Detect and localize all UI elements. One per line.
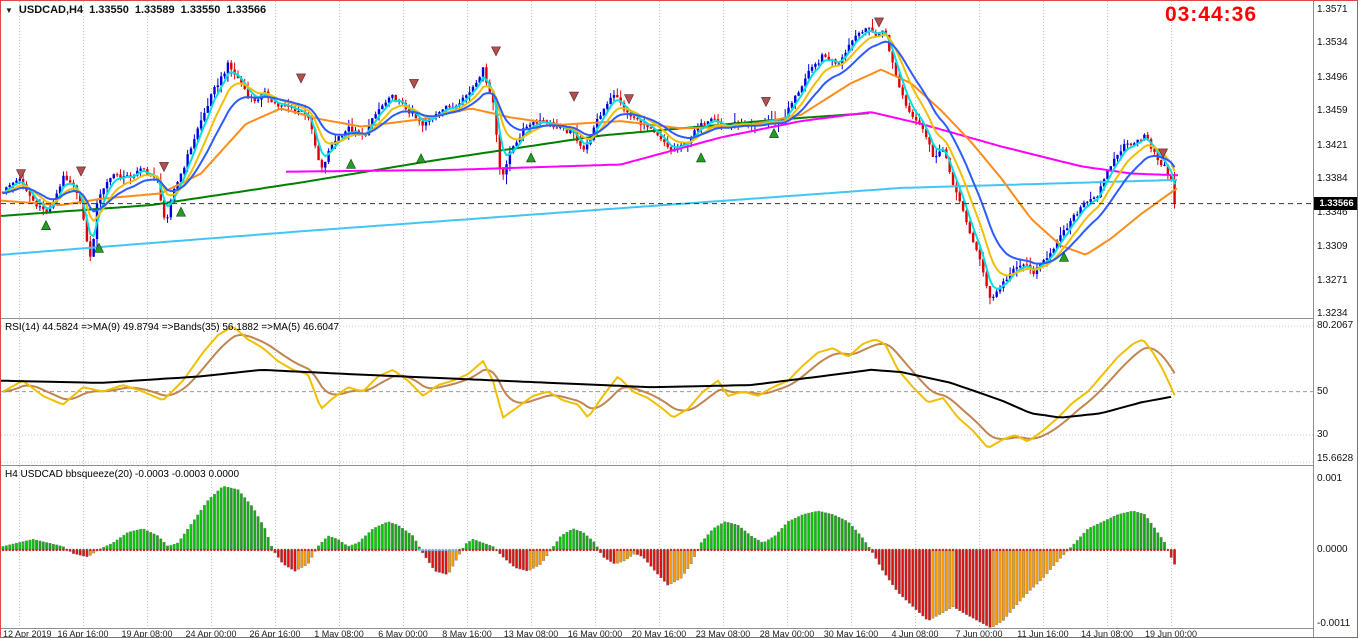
- time-axis-label: 13 May 08:00: [503, 629, 559, 638]
- axis-tick-label: 1.3346: [1317, 207, 1348, 219]
- sell-arrow-icon: [409, 79, 419, 90]
- ohlc-close: 1.33566: [226, 4, 267, 16]
- rsi-chart-canvas[interactable]: [1, 319, 1313, 465]
- squeeze-chart-canvas[interactable]: [1, 466, 1313, 629]
- time-axis-label: 4 Jun 08:00: [891, 629, 939, 638]
- axis-tick-label: 50: [1317, 385, 1329, 397]
- ohlc-low: 1.33550: [180, 4, 221, 16]
- candles-layer: [1, 18, 1176, 305]
- ohlc-high: 1.33589: [134, 4, 175, 16]
- axis-tick-label: 1.3309: [1317, 240, 1348, 252]
- sell-arrow-icon: [624, 94, 634, 105]
- time-axis-label: 11 Jun 16:00: [1017, 629, 1069, 638]
- axis-tick-label: -0.0011: [1317, 618, 1351, 629]
- panel-divider[interactable]: [1, 318, 1313, 319]
- time-axis-label: 6 May 00:00: [378, 629, 428, 638]
- axis-tick-label: 0.0000: [1317, 543, 1348, 555]
- rsi-slow-line: [1, 368, 1172, 419]
- time-axis-label: 26 Apr 16:00: [249, 629, 301, 638]
- axis-tick-label: 80.2067: [1317, 319, 1354, 331]
- axis-tick-label: 1.3384: [1317, 172, 1348, 184]
- ma-line-magenta-ma: [285, 111, 1179, 177]
- rsi-ma-line: [2, 333, 1176, 441]
- squeeze-histogram-layer: [1, 486, 1176, 628]
- symbol-label: USDCAD,H4: [18, 4, 84, 16]
- time-axis-label: 19 Apr 08:00: [121, 629, 173, 638]
- axis-tick-label: 1.3496: [1317, 71, 1348, 83]
- time-axis-label: 7 Jun 00:00: [955, 629, 1003, 638]
- axis-tick-label: 1.3234: [1317, 308, 1348, 320]
- time-axis[interactable]: 12 Apr 2019 16 Apr 16:00 19 Apr 08:00 24 Ap…: [1, 629, 1313, 638]
- sell-arrow-icon: [296, 73, 306, 84]
- price-axis[interactable]: 1.3571 1.3534 1.3496 1.3459 1.3421 1.3384 1.33…: [1314, 1, 1357, 637]
- symbol-dropdown-icon[interactable]: ▼: [5, 5, 13, 15]
- axis-tick-label: 1.3534: [1317, 37, 1348, 49]
- main-chart-canvas[interactable]: [1, 1, 1313, 318]
- sell-arrow-icon: [874, 17, 884, 28]
- panel-divider[interactable]: [1, 465, 1313, 466]
- time-axis-label: 28 May 00:00: [759, 629, 815, 638]
- axis-tick-label: 1.3271: [1317, 274, 1348, 286]
- current-price-badge: 1.33566: [1314, 197, 1357, 211]
- buy-arrow-icon: [769, 127, 779, 138]
- countdown-timer: 03:44:36: [1164, 3, 1257, 26]
- time-axis-label: 20 May 16:00: [631, 629, 687, 638]
- axis-tick-label: 0.001: [1317, 472, 1343, 484]
- ohlc-open: 1.33550: [89, 4, 129, 16]
- time-axis-label: 12 Apr 2019: [3, 629, 52, 638]
- buy-arrow-icon: [416, 153, 426, 164]
- chart-header: ▼ USDCAD,H4 1.33550 1.33589 1.33550 1.33…: [5, 4, 266, 16]
- sell-arrow-icon: [761, 97, 771, 108]
- signal-arrows-layer: [16, 17, 1168, 262]
- axis-tick-label: 30: [1317, 429, 1329, 441]
- buy-arrow-icon: [526, 152, 536, 163]
- squeeze-indicator-label: H4 USDCAD bbsqueeze(20) -0.0003 -0.0003 …: [5, 469, 240, 480]
- time-axis-label: 16 Apr 16:00: [57, 629, 109, 638]
- ma-line-sky-ma: [1, 178, 1178, 256]
- buy-arrow-icon: [176, 206, 186, 217]
- time-axis-label: 30 May 16:00: [823, 629, 879, 638]
- buy-arrow-icon: [1059, 251, 1069, 262]
- buy-arrow-icon: [41, 220, 51, 230]
- time-axis-label: 16 May 00:00: [567, 629, 623, 638]
- sell-arrow-icon: [491, 46, 501, 57]
- ma-line-blue-ema: [2, 40, 1176, 265]
- time-axis-label: 14 Jun 08:00: [1080, 629, 1134, 638]
- axis-tick-label: 1.3571: [1317, 4, 1348, 16]
- time-axis-label: 19 Jun 00:00: [1144, 629, 1198, 638]
- sell-arrow-icon: [569, 91, 579, 102]
- price-axis-divider: [1313, 1, 1314, 637]
- ma-line-yellow-ema: [2, 34, 1176, 277]
- squeeze-dots-layer: [1, 548, 1176, 552]
- axis-tick-label: 15.6628: [1317, 453, 1354, 464]
- ma-line-orange-ma: [1, 68, 1178, 256]
- axis-tick-label: 1.3421: [1317, 139, 1348, 151]
- rsi-indicator-label: RSI(14) 44.5824 =>MA(9) 49.8794 =>Bands(…: [5, 322, 340, 333]
- sell-arrow-icon: [76, 166, 86, 177]
- ma-line-cyan-ema: [2, 29, 1176, 290]
- sell-arrow-icon: [16, 169, 26, 180]
- rsi-line: [2, 326, 1176, 448]
- axis-divider: [1, 628, 1313, 629]
- time-axis-label: 8 May 16:00: [442, 629, 492, 638]
- buy-arrow-icon: [346, 158, 356, 169]
- sell-arrow-icon: [1158, 148, 1168, 159]
- time-axis-label: 23 May 08:00: [695, 629, 751, 638]
- buy-arrow-icon: [94, 242, 104, 253]
- rsi-levels-layer: [1, 325, 1313, 463]
- time-axis-label: 1 May 08:00: [314, 629, 364, 638]
- sell-arrow-icon: [159, 162, 169, 173]
- time-axis-label: 24 Apr 00:00: [185, 629, 237, 638]
- buy-arrow-icon: [696, 152, 706, 163]
- axis-tick-label: 1.3459: [1317, 105, 1348, 117]
